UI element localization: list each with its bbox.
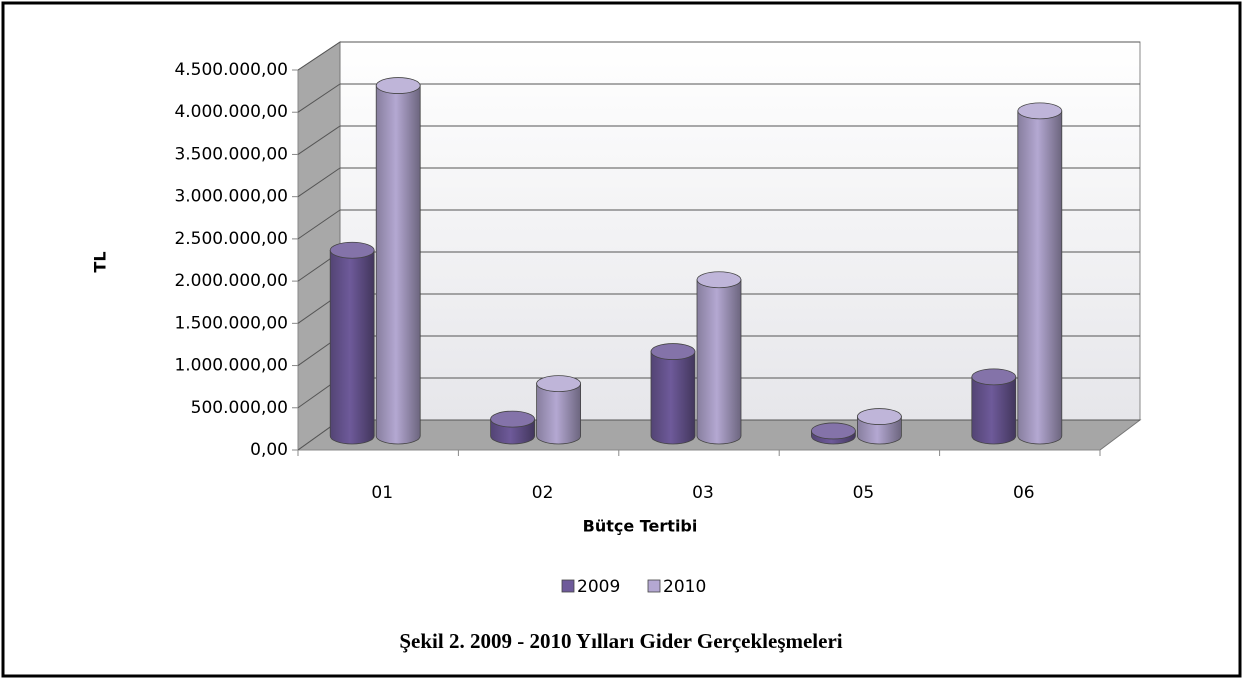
- x-tick-label: 02: [532, 483, 554, 503]
- bar: [696, 271, 742, 445]
- bar: [329, 241, 375, 445]
- bar: [811, 422, 856, 445]
- bar-body: [375, 85, 421, 445]
- legend-label: 2010: [663, 577, 706, 597]
- y-tick-label: 1.500.000,00: [174, 313, 288, 333]
- bar-body: [536, 383, 581, 445]
- bar-body: [1017, 110, 1063, 445]
- bar: [1017, 102, 1063, 445]
- bar-top: [536, 375, 581, 393]
- bar: [857, 408, 902, 445]
- y-tick-label: 3.500.000,00: [174, 144, 288, 164]
- x-tick-label: 03: [692, 483, 714, 503]
- bar: [375, 77, 421, 445]
- bar: [971, 368, 1017, 445]
- y-tick-label: 500.000,00: [191, 398, 288, 418]
- bar-top: [696, 271, 742, 289]
- y-axis-title: TL: [91, 251, 110, 272]
- bar: [650, 343, 696, 445]
- y-tick-label: 4.500.000,00: [174, 60, 288, 80]
- bar-top: [857, 408, 902, 425]
- bar-body: [329, 249, 375, 445]
- x-tick-label: 06: [1013, 483, 1035, 503]
- bar: [536, 375, 581, 445]
- legend-swatch: [647, 579, 661, 593]
- legend-swatch: [561, 579, 575, 593]
- bar-body: [971, 376, 1017, 445]
- y-tick-label: 1.000.000,00: [174, 356, 288, 376]
- x-tick-label: 05: [853, 483, 875, 503]
- bar-top: [329, 241, 375, 259]
- x-tick-label: 01: [371, 483, 393, 503]
- bar-top: [490, 410, 535, 428]
- y-tick-label: 4.000.000,00: [174, 102, 288, 122]
- legend-label: 2009: [577, 577, 620, 597]
- x-axis-title: Bütçe Tertibi: [583, 517, 698, 536]
- bar-body: [650, 351, 696, 445]
- grid-line: [297, 167, 341, 198]
- bar-top: [1017, 102, 1063, 120]
- bar-top: [375, 77, 421, 94]
- grid-line: [297, 41, 341, 71]
- y-tick-label: 3.000.000,00: [174, 187, 288, 207]
- bar-top: [971, 368, 1017, 386]
- caption: Şekil 2. 2009 - 2010 Yılları Gider Gerçe…: [399, 629, 842, 653]
- bar: [490, 410, 535, 445]
- bar-top: [811, 422, 856, 440]
- y-tick-label: 2.500.000,00: [174, 229, 288, 249]
- grid-line: [297, 125, 341, 155]
- y-tick-label: 0,00: [250, 440, 288, 460]
- grid-line: [297, 209, 341, 240]
- bar-body: [696, 279, 742, 445]
- bar-top: [650, 343, 696, 360]
- y-tick-label: 2.000.000,00: [174, 271, 288, 291]
- grid-line: [297, 83, 341, 113]
